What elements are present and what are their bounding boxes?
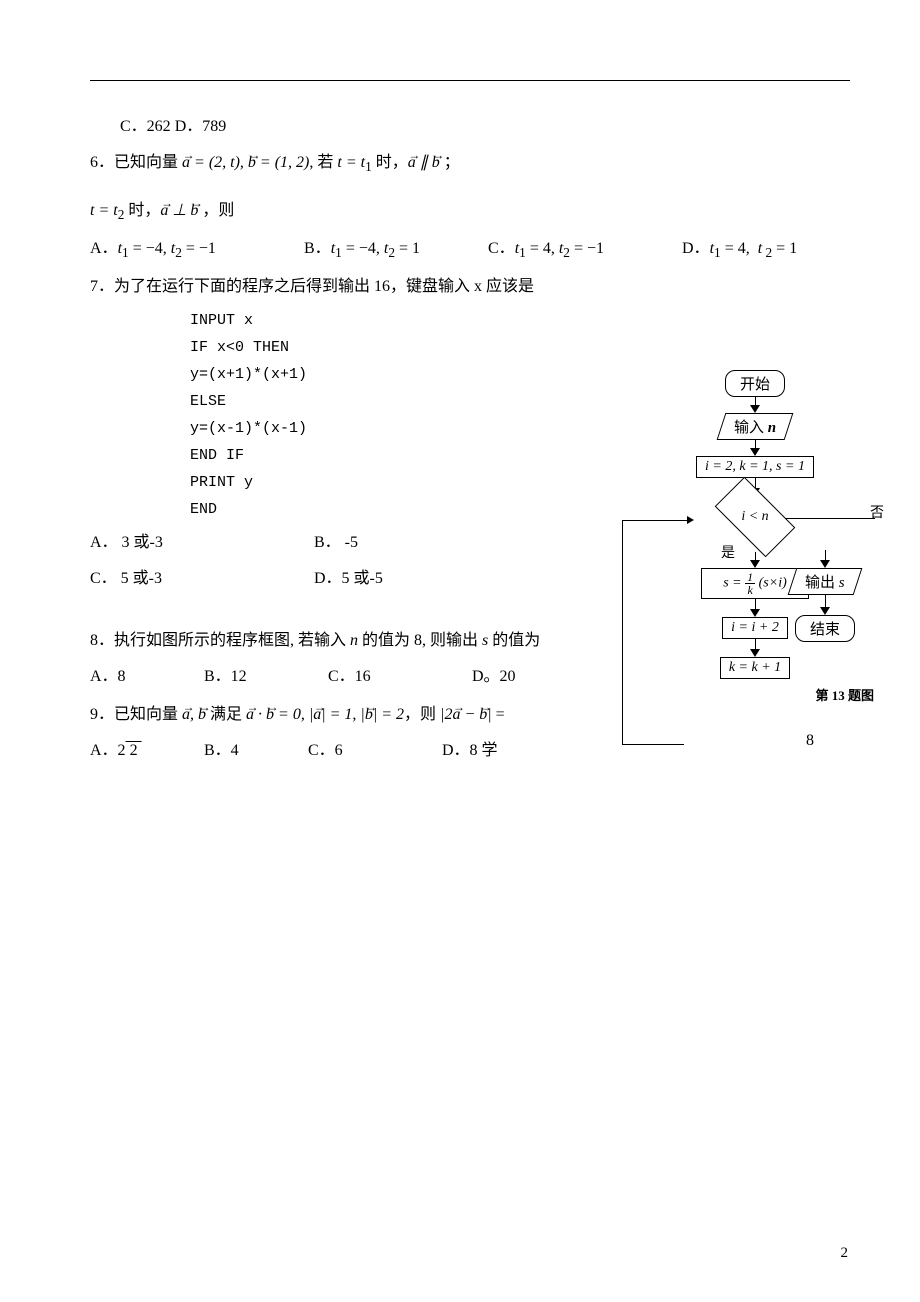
- q9-stem: 9．已知向量 a, b 满足 a · b = 0, |a| = 1, |b| =…: [90, 699, 590, 731]
- flowchart-caption: 第 13 题图: [630, 685, 880, 704]
- q5-d: D．789: [175, 118, 227, 135]
- page-number: 2: [841, 1245, 849, 1262]
- q9-c: C．6: [308, 735, 438, 767]
- fc-output: 输出 s: [788, 568, 862, 595]
- q8-b: B．12: [204, 661, 324, 693]
- q6-choices: A．t1 = −4, t2 = −1 B．t1 = −4, t2 = 1 C．t…: [90, 233, 850, 267]
- fc-inc-i: i = i + 2: [722, 617, 788, 639]
- q8-a: A．8: [90, 661, 200, 693]
- q7-c: C． 5 或-3: [90, 563, 310, 595]
- fc-inc-k: k = k + 1: [720, 657, 790, 679]
- q5-choices: C．262 D．789: [90, 111, 850, 143]
- top-rule: [90, 80, 850, 81]
- q7-b: B． -5: [314, 527, 358, 559]
- q8-d: D。20: [472, 661, 516, 693]
- q7-stem: 7．为了在运行下面的程序之后得到输出 16，键盘输入 x 应该是: [90, 271, 850, 303]
- flowchart-caption-below: 8: [630, 732, 880, 750]
- fc-start: 开始: [725, 370, 785, 397]
- q6-stem2: t = t2 时，a ⊥ b ，则: [90, 195, 850, 229]
- q6-stem1: 6．已知向量 a = (2, t), b = (1, 2), 若 t = t1 …: [90, 147, 850, 181]
- q7-a: A． 3 或-3: [90, 527, 310, 559]
- q6-c: C．t1 = 4, t2 = −1: [488, 233, 678, 267]
- fc-init: i = 2, k = 1, s = 1: [696, 456, 814, 478]
- q8-stem: 8．执行如图所示的程序框图, 若输入 n 的值为 8, 则输出 s 的值为: [90, 625, 550, 657]
- fc-end: 结束: [795, 615, 855, 642]
- code-line: IF x<0 THEN: [190, 334, 850, 361]
- code-line: INPUT x: [190, 307, 850, 334]
- q7-d: D．5 或-5: [314, 563, 383, 595]
- flowchart: 开始 输入 n i = 2, k = 1, s = 1 i < n 否 是 s …: [630, 370, 880, 750]
- fc-input: 输入 n: [717, 413, 794, 440]
- fc-no-label: 否: [870, 502, 884, 522]
- q9-d: D．8 学: [442, 735, 498, 767]
- q9-a: A．2 2: [90, 735, 200, 767]
- q6-a: A．t1 = −4, t2 = −1: [90, 233, 300, 267]
- q6-b: B．t1 = −4, t2 = 1: [304, 233, 484, 267]
- q5-c: C．262: [120, 118, 171, 135]
- q9-b: B．4: [204, 735, 304, 767]
- q8-c: C．16: [328, 661, 468, 693]
- q6-d: D．t1 = 4, t 2 = 1: [682, 233, 797, 267]
